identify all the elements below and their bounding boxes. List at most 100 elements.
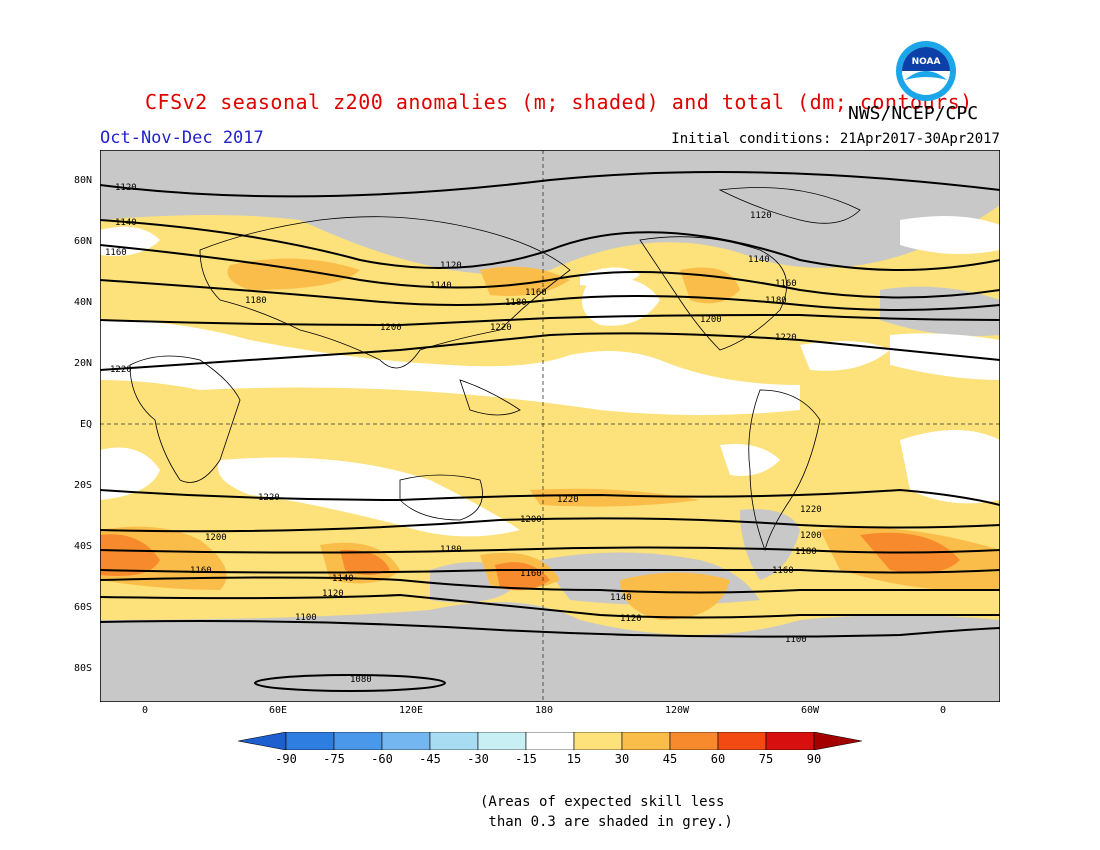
contour-label: 1220 [775, 333, 797, 343]
contour-label: 1220 [800, 505, 822, 515]
contour-label: 1200 [520, 515, 542, 525]
colorbar-segment [525, 732, 575, 750]
contour-label: 1100 [295, 613, 317, 623]
australia-outline [399, 474, 483, 521]
colorbar-label: -45 [419, 752, 441, 766]
lon-label: 60W [800, 705, 820, 716]
colorbar-segment [717, 732, 767, 750]
grey-skill-antarctic [100, 602, 1000, 702]
colorbar-label: 90 [806, 752, 822, 766]
orange-east-asia [480, 266, 570, 296]
grey-skill-atlantic [880, 286, 1000, 336]
lat-label: 20S [73, 480, 92, 491]
colorbar-arrow-right [813, 732, 862, 750]
contour-label: 1180 [795, 547, 817, 557]
contour-label: 1080 [350, 675, 372, 685]
contour-label: 1220 [557, 495, 579, 505]
colorbar-label: -15 [515, 752, 537, 766]
white-east-subtropics [890, 333, 1000, 380]
colorbar-label: 15 [566, 752, 582, 766]
contours [100, 171, 1000, 692]
lat-label: 80N [73, 175, 92, 186]
colorbar-label: 75 [758, 752, 774, 766]
contour-label: 1120 [440, 261, 462, 271]
lon-label: 0 [141, 705, 149, 716]
contour-label: 1120 [115, 183, 137, 193]
greenland-outline [718, 187, 861, 224]
lat-label: 20N [73, 358, 92, 369]
colorbar-segment [765, 732, 815, 750]
lat-label: 80S [73, 663, 92, 674]
contour-label: 1160 [105, 248, 127, 258]
lat-label: EQ [79, 419, 92, 430]
noaa-logo-icon: NOAA [896, 41, 956, 101]
orange-north-america [680, 267, 740, 304]
contour-label: 1120 [322, 589, 344, 599]
contour-1200-south [100, 517, 1000, 533]
contour-label: 1140 [115, 218, 137, 228]
lon-label: 180 [534, 705, 554, 716]
colorbar-segment [381, 732, 431, 750]
contour-label: 1160 [520, 569, 542, 579]
colorbar-segment [573, 732, 623, 750]
white-south-atlantic [100, 447, 160, 500]
white-tropical-band [100, 320, 800, 415]
contour-label: 1160 [772, 566, 794, 576]
svg-text:NOAA: NOAA [912, 57, 941, 67]
white-north-africa [100, 338, 200, 363]
eurasia-outline [199, 216, 571, 369]
colorbar-label: 60 [710, 752, 726, 766]
white-south-indian [218, 457, 520, 537]
contour-label: 1140 [610, 593, 632, 603]
contour-label: 1200 [205, 533, 227, 543]
lon-label: 0 [939, 705, 947, 716]
indonesia-outline [459, 379, 521, 416]
lat-label: 60N [73, 236, 92, 247]
contour-1220-north [100, 332, 1000, 371]
contour-1120-south [100, 593, 1000, 619]
colorbar-segment [477, 732, 527, 750]
colorbar-segment [333, 732, 383, 750]
colorbar-segment [429, 732, 479, 750]
contour-1200-north [100, 313, 1000, 327]
contour-label: 1220 [110, 365, 132, 375]
red-orange-southwest [100, 534, 160, 576]
colorbar-segment [621, 732, 671, 750]
orange-south-pacific-band [530, 488, 700, 507]
grey-skill-arctic [100, 150, 1000, 275]
contour-label: 1140 [332, 574, 354, 584]
skill-note: (Areas of expected skill less than 0.3 a… [480, 794, 733, 830]
contour-label: 1140 [748, 255, 770, 265]
orange-eurasia [227, 258, 360, 290]
colorbar-label: -75 [323, 752, 345, 766]
contour-label: 1100 [785, 635, 807, 645]
contour-1140-north [100, 219, 1000, 271]
contour-label: 1160 [775, 279, 797, 289]
colorbar-segment [285, 732, 335, 750]
colorbar-label: 30 [614, 752, 630, 766]
contour-labels: 1120 1140 1160 1180 1200 1220 1120 1140 … [105, 183, 822, 685]
lat-label: 40N [73, 297, 92, 308]
contour-label: 1180 [505, 298, 527, 308]
agency-label: NWS/NCEP/CPC [848, 103, 979, 124]
contour-label: 1220 [490, 323, 512, 333]
anomaly-map: 1120 1140 1160 1180 1200 1220 1120 1140 … [100, 150, 1000, 702]
lat-label: 40S [73, 541, 92, 552]
contour-label: 1180 [765, 296, 787, 306]
contour-1160-north [100, 244, 1000, 299]
grey-skill-south-america [740, 509, 800, 580]
season-label: Oct-Nov-Dec 2017 [100, 128, 264, 148]
contour-1160-south [100, 569, 1000, 574]
initial-conditions-label: Initial conditions: 21Apr2017-30Apr2017 [671, 131, 1000, 147]
white-northeast-pacific [582, 277, 660, 326]
contour-label: 1160 [525, 288, 547, 298]
white-caribbean [800, 341, 890, 371]
white-east-atlantic [900, 430, 1000, 504]
contour-label: 1140 [430, 281, 452, 291]
white-greenland [900, 216, 1000, 254]
colorbar-label: -30 [467, 752, 489, 766]
lat-label: 60S [73, 602, 92, 613]
map-title: CFSv2 seasonal z200 anomalies (m; shaded… [145, 90, 973, 114]
contour-label: 1200 [800, 531, 822, 541]
contour-label: 1220 [258, 493, 280, 503]
